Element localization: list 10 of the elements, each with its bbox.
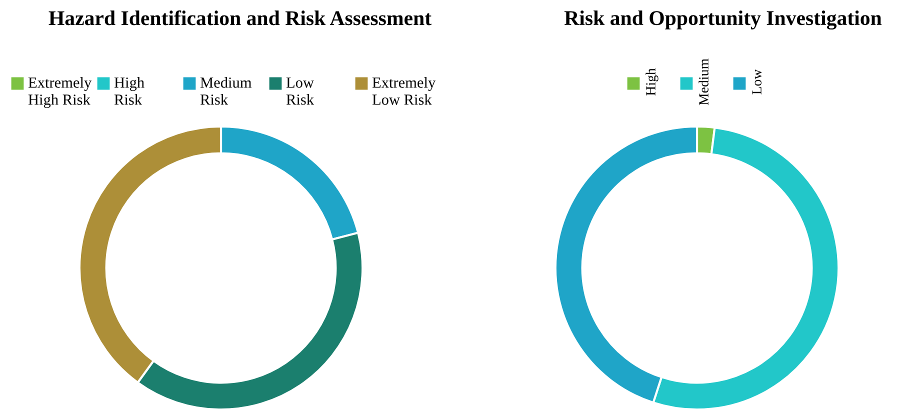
chart-title: Hazard Identification and Risk Assessment [48,10,432,26]
legend-label: High Risk [114,77,144,105]
legend-label: Low Risk [286,78,314,105]
chart-title: Risk and Opportunity Investigation [564,10,882,30]
legend-label: Extremely Low Risk [372,77,436,105]
legend-label: Medium [698,58,708,106]
legend-label: Extremely High Risk [28,77,92,108]
legend-label: Low [752,69,762,94]
legend-label: Medium Risk [200,77,252,105]
legend-label: High [646,68,658,96]
